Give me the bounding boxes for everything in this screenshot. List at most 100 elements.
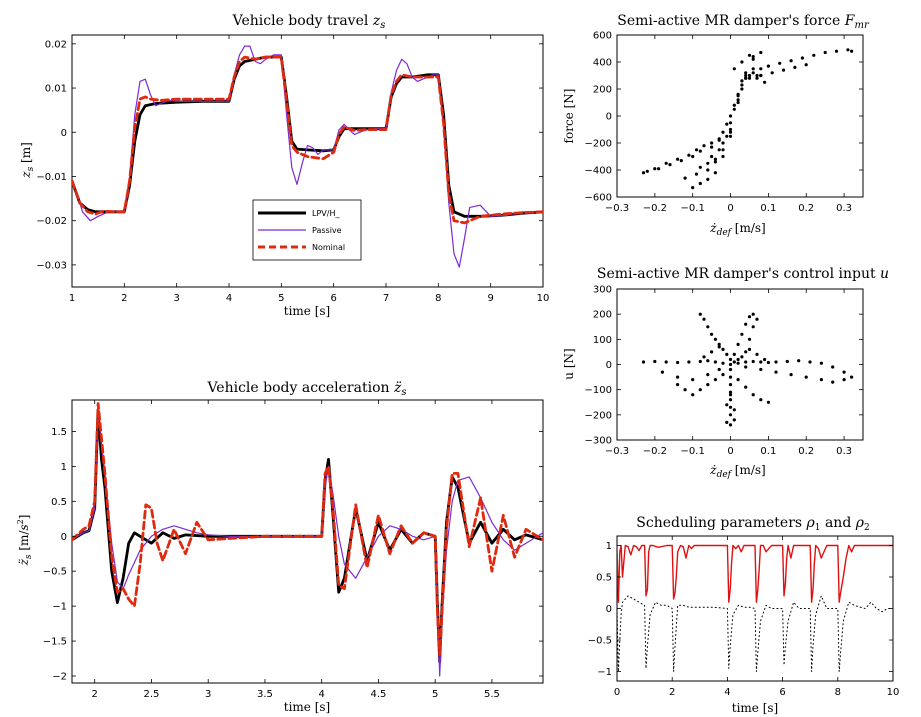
panel-damper-input: Semi-active MR damper's control input u … [562,266,889,480]
panel-body-acceleration-ytick-label-5: −1 [52,602,67,613]
panel-body-travel-xtick-label-6: 7 [383,293,389,304]
panel-damper-input-ytick-label-3: 0 [606,360,612,371]
panel-damper-input-point-25 [819,378,824,382]
panel-damper-input-point-43 [725,352,729,356]
panel-body-travel-xtick-label-5: 6 [330,293,336,304]
panel-damper-force-point-62 [702,144,706,148]
panel-damper-force-point-1 [653,167,657,171]
panel-damper-force-point-28 [706,177,710,181]
panel-body-travel-ytick-label-4: −0.02 [36,216,67,227]
panel-scheduling-yticks: 1 0.5 0 −0.5 −1 [588,541,893,678]
panel-body-acceleration-xtick-label-6: 5 [432,689,438,700]
panel-damper-input-point-9 [728,362,733,367]
panel-damper-force-ytick-label-2: 200 [593,85,612,96]
panel-damper-input-point-6 [706,359,710,363]
panel-damper-force-xtick-label-6: 0.3 [836,203,852,214]
panel-damper-input-point-69 [766,400,771,404]
panel-damper-force-point-78 [691,154,695,159]
panel-scheduling-xtick-label-1: 2 [669,687,675,698]
panel-body-acceleration-ylabel: z̈s [m/s2] [16,515,34,567]
panel-damper-input-xtick-label-2: −0.1 [681,446,705,457]
panel-damper-force-point-56 [725,134,729,138]
panel-damper-force-xtick-label-4: 0.1 [760,203,776,214]
panel-body-acceleration-xtick-label-4: 4 [318,689,324,700]
panel-damper-input-point-84 [702,355,706,359]
panel-damper-input-ytick-label-2: 100 [593,335,612,346]
panel-damper-input-point-18 [808,360,812,364]
panel-damper-input-point-22 [850,375,854,379]
panel-damper-force-point-13 [740,83,744,87]
panel-damper-input-points [641,312,854,427]
panel-damper-force-point-54 [710,154,714,159]
panel-damper-force-plot-area [616,34,864,198]
panel-scheduling-xticks: 0 2 4 6 8 10 [614,536,899,698]
panel-damper-input-point-83 [710,350,714,354]
panel-damper-input-point-19 [819,361,824,365]
panel-damper-force-point-58 [740,87,744,91]
panel-damper-force-ylabel: force [N] [562,89,576,144]
panel-damper-force-point-18 [778,61,782,65]
panel-scheduling-ytick-label-0: 1 [606,541,612,552]
panel-damper-force-point-79 [679,159,683,163]
panel-damper-force-point-45 [698,165,702,169]
panel-damper-input-point-47 [740,332,744,336]
panel-damper-input-point-68 [759,398,763,402]
panel-damper-force-point-36 [683,176,687,180]
panel-damper-input-point-73 [728,390,733,394]
panel-damper-input-point-26 [804,375,808,379]
panel-damper-input-point-58 [721,373,725,377]
panel-damper-input-xtick-label-0: −0.3 [605,446,629,457]
panel-damper-force-point-35 [759,50,763,55]
panel-body-acceleration-ytick-label-0: 1.5 [51,427,67,438]
panel-body-acceleration-xtick-label-5: 4.5 [370,689,386,700]
panel-damper-force-point-61 [694,148,699,152]
panel-damper-force-point-41 [728,121,733,125]
panel-body-travel-xtick-label-0: 1 [69,293,75,304]
panel-damper-input-point-79 [732,408,736,412]
panel-damper-force-point-10 [728,114,733,118]
panel-damper-input-point-2 [664,360,668,364]
panel-damper-force-point-20 [800,56,805,60]
panel-body-acceleration-xtick-label-3: 3.5 [257,689,273,700]
panel-damper-input-point-86 [747,347,752,351]
panel-body-travel-series-line-2 [72,55,543,225]
panel-damper-force-point-3 [676,157,680,161]
panel-body-travel-yticks: 0.02 0.01 0 −0.01 −0.02 −0.03 [36,39,543,271]
panel-damper-force-point-52 [751,67,755,71]
panel-damper-input-point-71 [728,375,733,379]
panel-damper-input-point-8 [721,361,725,365]
legend-label-passive: Passive [312,226,342,235]
panel-damper-force-point-32 [736,100,740,105]
panel-scheduling: Scheduling parameters ρ1 and ρ2 0 2 4 6 8 10 … [588,515,900,715]
panel-damper-input-point-52 [751,325,755,329]
panel-damper-input-point-30 [744,365,748,369]
panel-damper-input-point-21 [842,370,846,374]
panel-scheduling-xtick-label-3: 6 [779,687,785,698]
panel-damper-force-point-26 [691,186,695,190]
panel-damper-input-yticks: 300 200 100 0 −100 −200 −300 [585,285,863,447]
panel-damper-input-point-61 [698,388,702,392]
panel-scheduling-ytick-label-2: 0 [606,604,612,615]
panel-damper-force-point-2 [664,161,668,165]
panel-damper-input-point-16 [785,359,789,364]
panel-damper-input-point-1 [653,359,657,364]
panel-damper-force-xlabel: żdef [m/s] [709,221,766,238]
legend-label-lpv: LPV/H_ [312,209,340,218]
panel-damper-force-point-67 [747,73,752,78]
panel-damper-force-xtick-label-1: −0.2 [643,203,667,214]
panel-damper-input-xtick-label-6: 0.3 [836,446,852,457]
panel-body-acceleration-xtick-label-0: 2 [92,689,98,700]
panel-scheduling-series-line-1 [617,595,893,672]
panel-scheduling-series-line-0 [617,544,893,603]
panel-scheduling-ytick-label-4: −1 [597,667,612,678]
panel-body-travel-xtick-label-3: 4 [226,293,232,304]
panel-damper-force-point-29 [713,171,718,175]
panel-damper-force-point-82 [645,169,649,173]
panel-damper-input-point-34 [706,373,710,377]
panel-body-travel-ylabel: zs [m] [19,142,36,179]
panel-damper-force-point-55 [717,148,721,152]
panel-damper-input-xtick-label-3: 0 [727,446,733,457]
panel-damper-force-point-31 [728,134,733,138]
panel-damper-force-point-68 [755,76,759,80]
panel-body-acceleration-yticks: 1.5 1 0.5 0 −0.5 −1 −1.5 −2 [43,427,543,683]
